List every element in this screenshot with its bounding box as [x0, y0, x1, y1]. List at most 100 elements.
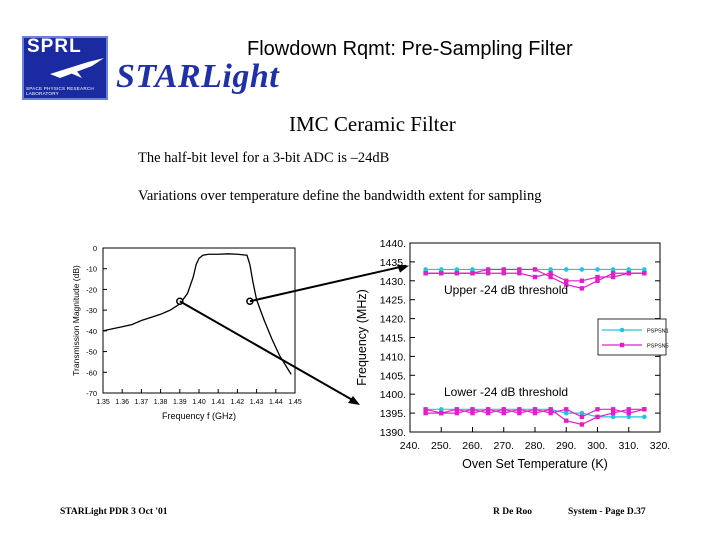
series-point-pspsn1	[579, 267, 585, 272]
filter-y-tick-label: -10	[86, 265, 97, 274]
temp-y-tick-label: 1435.	[380, 257, 406, 269]
filter-x-tick-label: 1.35	[96, 399, 110, 406]
series-point-pspsn1	[563, 410, 569, 416]
series-point-pspsn5	[610, 407, 616, 412]
series-point-pspsn1	[579, 410, 585, 416]
series-point-pspsn5	[548, 410, 553, 416]
series-point-pspsn5	[564, 282, 569, 287]
filter-x-tick-label: 1.37	[135, 399, 149, 406]
filter-x-tick-label: 1.39	[173, 399, 187, 406]
temp-x-tick-label: 270.	[494, 440, 514, 452]
half-bit-statement: The half-bit level for a 3-bit ADC is –2…	[138, 150, 390, 166]
upper-threshold-label: Upper -24 dB threshold	[444, 283, 568, 297]
series-point-pspsn5	[517, 271, 522, 276]
footer-center: R De Roo	[493, 507, 533, 517]
lower-mapping-arrow	[179, 300, 357, 403]
series-point-pspsn5	[501, 271, 506, 276]
slide-subtitle: IMC Ceramic Filter	[289, 112, 456, 136]
series-point-pspsn5	[470, 410, 475, 416]
series-point-pspsn1	[642, 414, 647, 420]
series-point-pspsn1	[548, 267, 553, 272]
series-point-pspsn5	[517, 267, 522, 272]
series-point-pspsn5	[470, 407, 475, 412]
series-point-pspsn5	[485, 271, 491, 276]
temp-x-tick-label: 310.	[619, 440, 639, 452]
series-point-pspsn5	[439, 271, 444, 276]
temp-x-tick-label: 320.	[650, 440, 670, 452]
sprl-logo: SPRL SPACE PHYSICS RESEARCH LABORATORY	[22, 36, 108, 100]
logo-letters: SPRL	[27, 36, 82, 57]
series-point-pspsn5	[470, 271, 475, 276]
filter-plot-frame	[102, 247, 296, 394]
temp-y-tick-label: 1420.	[380, 314, 406, 326]
filter-x-tick-label: 1.41	[211, 399, 225, 406]
lower-arrowhead	[348, 396, 360, 405]
legend-swatch-marker	[619, 327, 625, 333]
series-point-pspsn5	[626, 271, 631, 276]
upper-arrowhead	[397, 264, 409, 273]
series-point-pspsn5	[454, 407, 460, 412]
legend-label: PSPSN1	[647, 329, 669, 335]
filter-y-tick-label: 0	[93, 244, 97, 253]
series-point-pspsn1	[642, 267, 647, 272]
filter-x-tick-label: 1.42	[231, 399, 245, 406]
series-point-pspsn5	[485, 410, 491, 416]
series-point-pspsn1	[610, 267, 616, 272]
temp-x-tick-label: 240.	[400, 440, 420, 452]
series-point-pspsn5	[548, 407, 553, 412]
series-point-pspsn5	[532, 267, 538, 272]
series-point-pspsn5	[501, 267, 506, 272]
series-point-pspsn5	[595, 407, 600, 412]
series-point-pspsn5	[564, 407, 569, 412]
filter-x-tick-label: 1.36	[115, 399, 129, 406]
filter-y-tick-label: -30	[86, 306, 97, 315]
series-point-pspsn5	[548, 271, 553, 276]
series-point-pspsn1	[626, 267, 632, 272]
series-point-pspsn5	[579, 286, 585, 291]
series-point-pspsn5	[564, 278, 569, 283]
footer-left: STARLight PDR 3 Oct '01	[60, 507, 168, 517]
variation-statement: Variations over temperature define the b…	[138, 188, 542, 204]
series-point-pspsn1	[454, 267, 460, 272]
series-point-pspsn5	[517, 410, 522, 416]
lower-threshold-label: Lower -24 dB threshold	[444, 385, 568, 399]
filter-x-tick-label: 1.44	[269, 399, 283, 406]
series-point-pspsn5	[595, 414, 600, 420]
temp-y-tick-label: 1395.	[380, 408, 406, 420]
series-point-pspsn5	[423, 271, 428, 276]
series-point-pspsn5	[626, 410, 631, 416]
series-point-pspsn5	[501, 410, 506, 416]
series-point-pspsn5	[485, 407, 491, 412]
series-point-pspsn5	[642, 271, 647, 276]
series-point-pspsn1	[595, 267, 600, 272]
temp-x-tick-label: 250.	[431, 440, 451, 452]
temp-x-tick-label: 290.	[556, 440, 576, 452]
filter-y-tick-label: -20	[86, 285, 97, 294]
filter-y-tick-label: -40	[86, 327, 97, 336]
series-point-pspsn5	[532, 407, 538, 412]
series-point-pspsn5	[454, 410, 460, 416]
series-point-pspsn5	[454, 271, 460, 276]
series-point-pspsn1	[470, 267, 475, 272]
brand-name: STARLight	[116, 58, 280, 95]
filter-x-tick-label: 1.38	[154, 399, 168, 406]
filter-x-tick-label: 1.43	[250, 399, 264, 406]
series-point-pspsn5	[595, 274, 600, 280]
filter-y-tick-label: -50	[86, 348, 97, 357]
legend-swatch-marker	[619, 342, 625, 348]
filter-response-line	[102, 253, 292, 375]
logo-subtext: SPACE PHYSICS RESEARCH LABORATORY	[26, 86, 94, 96]
temp-x-axis-label: Oven Set Temperature (K)	[462, 457, 608, 471]
series-point-pspsn5	[439, 410, 444, 416]
filter-y-axis-label: Transmission Magnitude (dB)	[71, 265, 81, 376]
series-point-pspsn1	[423, 267, 428, 272]
series-point-pspsn1	[438, 267, 444, 272]
series-point-pspsn5	[485, 267, 491, 272]
temp-x-tick-label: 260.	[462, 440, 482, 452]
legend-label: PSPSN5	[647, 344, 669, 350]
filter-x-axis-label: Frequency f (GHz)	[162, 411, 236, 421]
series-point-pspsn5	[610, 271, 616, 276]
filter-y-tick-label: -60	[86, 368, 97, 377]
slide-title: Flowdown Rqmt: Pre-Sampling Filter	[247, 38, 573, 60]
